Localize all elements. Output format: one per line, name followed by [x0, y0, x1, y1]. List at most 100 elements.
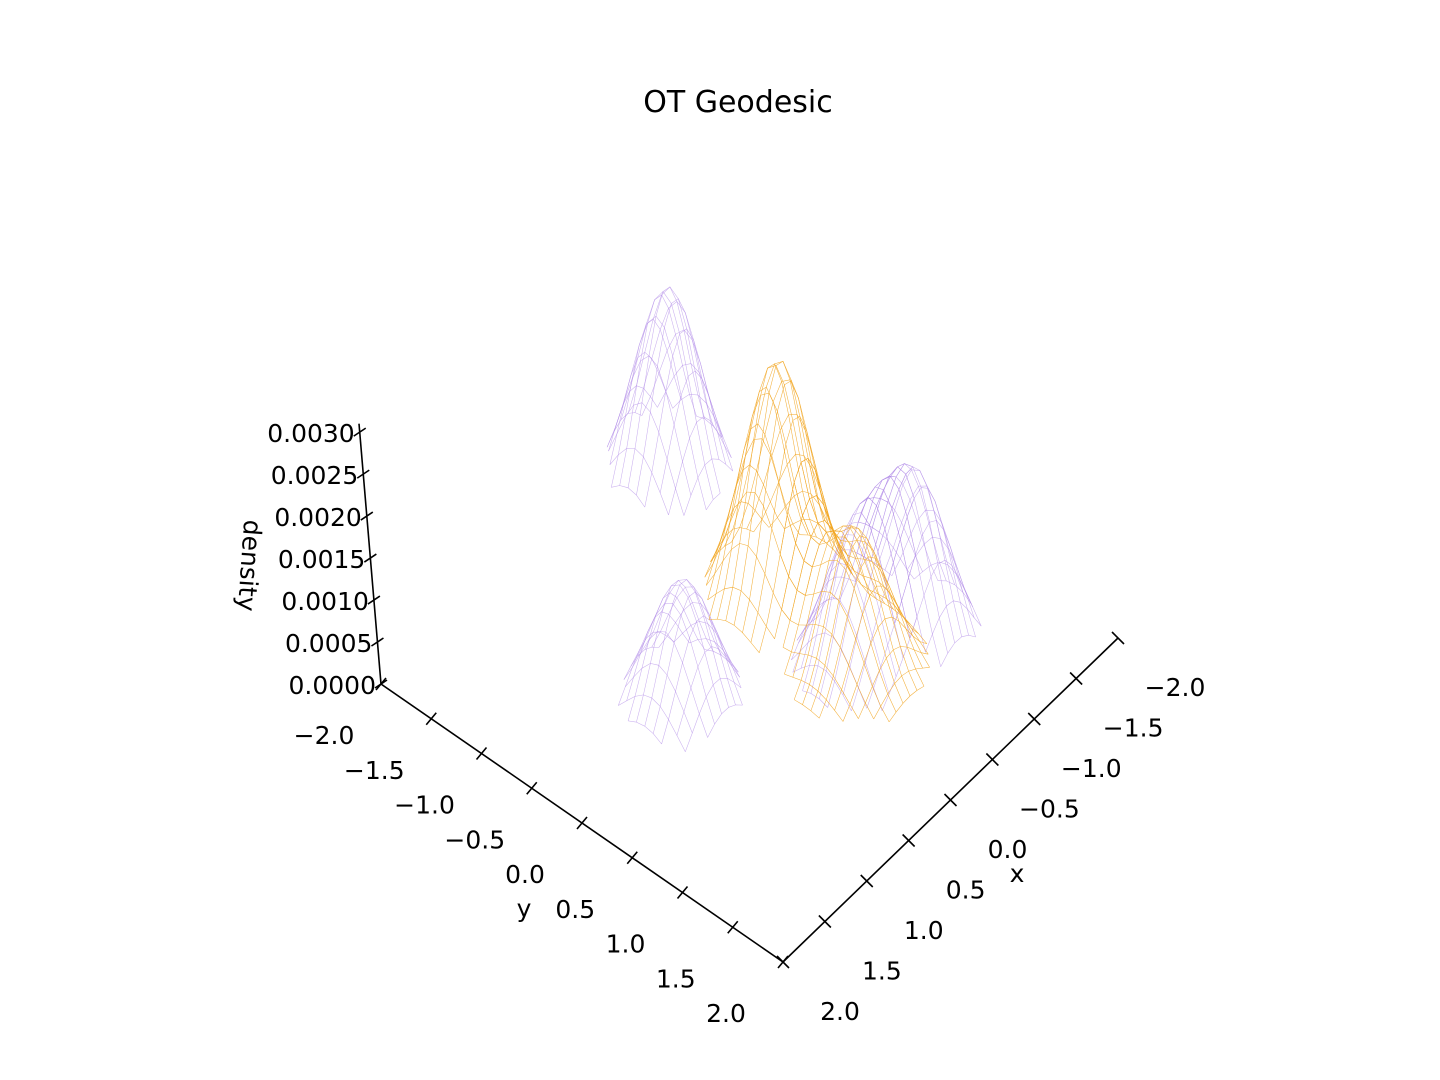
- z-tick-mark: [360, 511, 374, 521]
- surface-wire: [909, 559, 974, 639]
- surface-wire: [881, 616, 918, 711]
- surface-wire: [791, 598, 841, 661]
- surface-wire: [623, 646, 659, 680]
- surface-wire: [834, 585, 919, 711]
- surface-wire: [619, 294, 697, 486]
- surface-wire: [793, 482, 904, 704]
- y-tick-mark: [526, 781, 538, 795]
- z-tick-mark: [353, 427, 367, 437]
- surface-wire: [810, 512, 904, 659]
- z-tick-mark: [374, 679, 388, 689]
- surface-wire: [657, 363, 734, 472]
- surface-wire: [796, 562, 890, 695]
- y-tick-mark: [626, 851, 638, 865]
- surface-wire: [708, 423, 801, 620]
- surface-wire: [636, 580, 714, 723]
- surface-wire: [796, 616, 819, 641]
- surface-wire: [866, 554, 916, 709]
- surface-wire: [627, 592, 706, 721]
- z-axis-line: [358, 423, 382, 685]
- surface-wire: [625, 663, 693, 734]
- x-tick-label: 1.5: [862, 957, 902, 986]
- surface-wire: [851, 498, 915, 711]
- surface-wire: [634, 301, 720, 460]
- surface-wire: [704, 527, 754, 578]
- z-tick-mark: [371, 637, 384, 647]
- surface-wire: [611, 318, 682, 488]
- surface-peak: [606, 286, 734, 516]
- surface-wire: [839, 476, 916, 600]
- x-tick-label: 0.0: [988, 835, 1028, 864]
- x-tick-mark: [985, 752, 999, 767]
- surface-wire: [852, 574, 929, 655]
- surface-wire: [644, 579, 722, 727]
- surface-wire: [750, 415, 842, 643]
- surface-wire: [925, 600, 982, 653]
- surface-wire: [733, 360, 826, 626]
- surface-wire: [676, 646, 740, 736]
- surface-wire: [661, 615, 739, 745]
- surface-wire: [873, 667, 930, 720]
- surface-wire: [606, 412, 643, 448]
- y-tick-mark: [676, 885, 689, 900]
- surface-wire: [707, 464, 785, 600]
- z-tick-mark: [356, 469, 370, 479]
- z-tick-label: 0.0030: [267, 419, 354, 448]
- surface-wire: [618, 631, 675, 706]
- y-tick-mark: [576, 816, 588, 830]
- surface-wire: [746, 414, 848, 556]
- z-tick-label: 0.0000: [289, 671, 376, 700]
- surface-wire: [707, 586, 775, 639]
- surface-wire: [802, 525, 894, 705]
- y-tick-label: −2.0: [294, 721, 355, 750]
- surface-wire: [711, 438, 813, 568]
- surface-series-1: [704, 360, 930, 723]
- x-tick-mark: [1111, 631, 1125, 645]
- surface-wire: [794, 699, 820, 719]
- surface-wire: [799, 534, 842, 560]
- surface-wire: [819, 475, 897, 699]
- x-tick-mark: [1069, 671, 1083, 686]
- z-tick-label: 0.0025: [271, 461, 358, 490]
- y-axis-label: y: [517, 894, 532, 923]
- surface-wire: [725, 363, 817, 621]
- surface-wire: [802, 521, 880, 691]
- surface-wire: [620, 291, 714, 500]
- surface-wire: [842, 466, 913, 696]
- surface-wire: [611, 485, 646, 508]
- y-tick-mark: [475, 746, 488, 761]
- surface-wire: [659, 370, 724, 493]
- y-tick-mark: [727, 920, 739, 934]
- surface-wire: [800, 462, 911, 697]
- surface-wire: [627, 286, 721, 494]
- y-tick-mark: [425, 712, 437, 726]
- surface-wire: [685, 678, 742, 752]
- surface-wire: [717, 386, 809, 620]
- surface-wire: [886, 487, 964, 593]
- x-tick-mark: [860, 874, 874, 888]
- surface-wire: [858, 521, 915, 580]
- x-tick-mark: [902, 833, 916, 848]
- surface-wire: [779, 554, 890, 723]
- surface-wire: [842, 616, 927, 722]
- x-tick-mark: [776, 955, 790, 969]
- axes-layer: −2.0−1.5−1.0−0.50.00.51.01.52.0−2.0−1.5−…: [232, 419, 1206, 1028]
- x-tick-label: 0.5: [946, 876, 986, 905]
- surface-wire: [827, 463, 905, 708]
- surface-peak: [704, 360, 855, 653]
- surface-wire: [609, 351, 673, 465]
- surface-wire: [782, 647, 859, 719]
- chart-title: OT Geodesic: [643, 85, 833, 120]
- surface-wire: [867, 592, 928, 644]
- surface-wire: [784, 673, 844, 722]
- x-tick-label: −1.0: [1061, 754, 1122, 783]
- y-tick-label: 0.0: [505, 860, 545, 889]
- surface-wire: [652, 591, 731, 734]
- surface-wire: [705, 492, 721, 510]
- surface-peak: [618, 579, 743, 752]
- x-tick-mark: [818, 914, 832, 929]
- surface-wire: [888, 685, 925, 723]
- z-tick-mark: [367, 595, 381, 605]
